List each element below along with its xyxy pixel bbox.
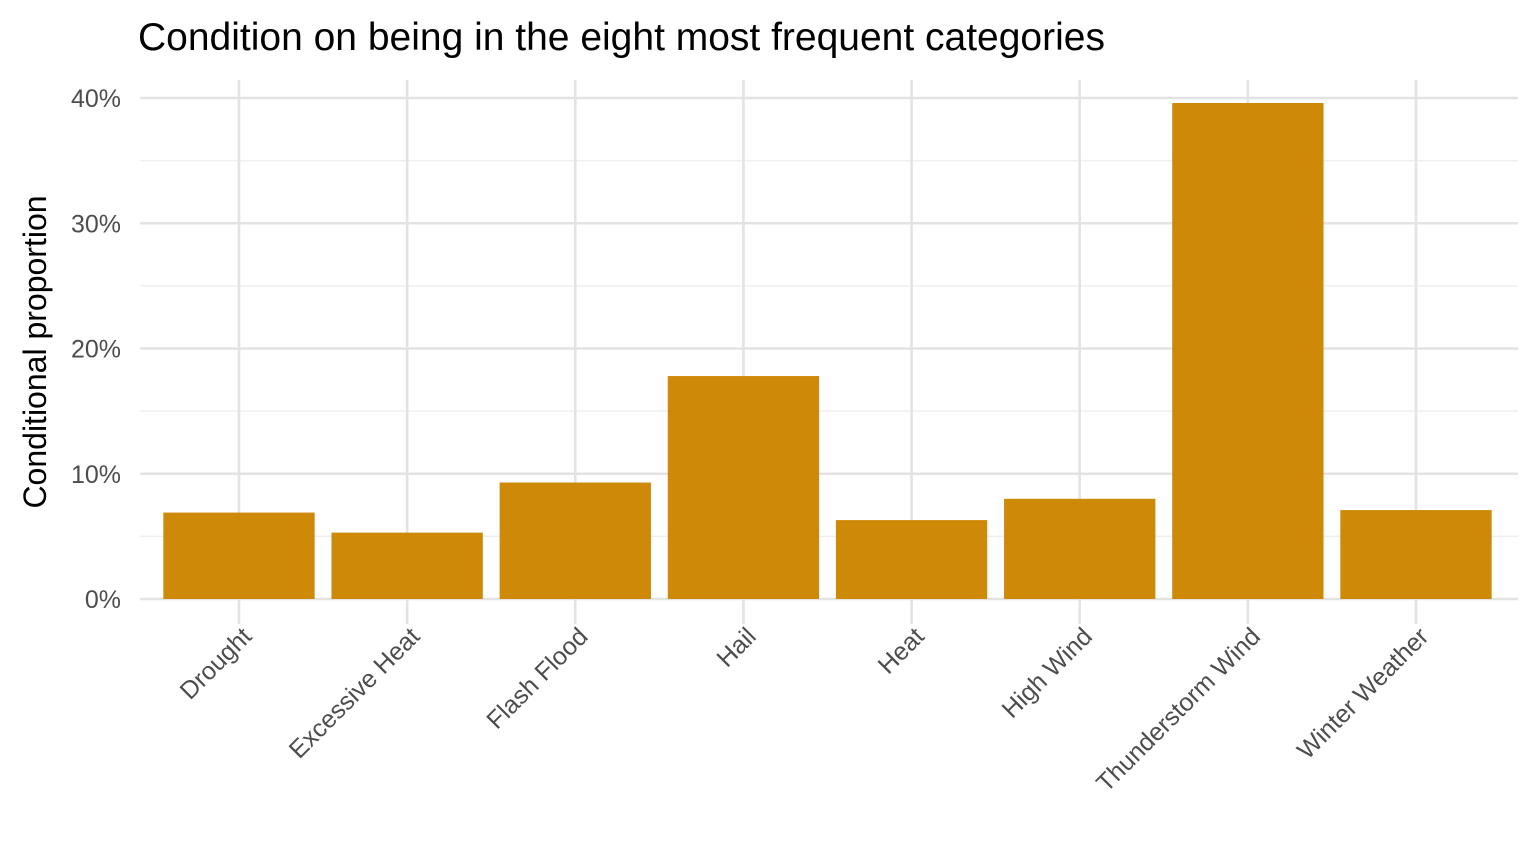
x-tick-label: High Wind: [997, 622, 1098, 723]
x-tick-label: Excessive Heat: [284, 622, 426, 764]
y-tick-label: 0%: [85, 586, 121, 614]
x-tick-label: Drought: [175, 622, 258, 705]
bar-heat: [835, 520, 988, 599]
y-tick-label: 20%: [71, 336, 121, 364]
chart-title: Condition on being in the eight most fre…: [138, 16, 1105, 59]
y-tick-label: 10%: [71, 461, 121, 489]
x-tick-label: Heat: [873, 622, 930, 679]
bar-excessive-heat: [331, 532, 483, 599]
x-tick-label: Winter Weather: [1292, 622, 1434, 764]
bars-layer: [163, 103, 1492, 599]
y-tick-label: 40%: [71, 85, 121, 113]
x-tick-label: Hail: [711, 622, 761, 672]
x-tick-label: Flash Flood: [481, 622, 593, 734]
y-axis-ticks: 0% 10% 20% 30% 40%: [71, 85, 121, 614]
bar-hail: [667, 376, 820, 599]
y-tick-label: 30%: [71, 210, 121, 238]
bar-winter-weather: [1340, 510, 1492, 599]
bar-thunderstorm-wind: [1172, 103, 1324, 599]
y-axis-title: Conditional proportion: [17, 195, 53, 508]
bar-drought: [163, 512, 315, 599]
bar-high-wind: [1004, 498, 1156, 599]
x-axis-ticks: Drought Excessive Heat Flash Flood Hail Heat…: [175, 622, 1435, 797]
x-tick-label: Thunderstorm Wind: [1091, 622, 1266, 797]
bar-flash-flood: [499, 482, 651, 599]
